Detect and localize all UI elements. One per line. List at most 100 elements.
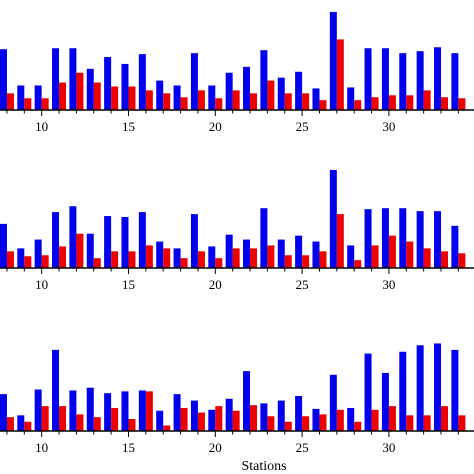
bar-p2-s1-14 (104, 216, 112, 268)
bar-p1-s1-10 (34, 85, 42, 110)
bar-p1-s2-11 (59, 82, 67, 110)
bar-p3-s2-24 (284, 421, 292, 431)
bar-p2-s2-32 (423, 248, 431, 268)
bar-p1-s1-34 (451, 53, 459, 110)
bar-p2-s1-16 (138, 212, 146, 268)
bar-p3-s1-12 (69, 390, 77, 431)
bar-p2-s1-13 (86, 233, 94, 268)
bar-p3-s1-13 (86, 387, 94, 431)
bar-p1-s2-14 (111, 86, 119, 110)
bar-p1-s2-13 (93, 82, 101, 110)
bar-p1-s1-14 (104, 57, 112, 110)
bar-p1-s1-26 (312, 88, 320, 110)
bar-p3-s2-23 (267, 416, 275, 431)
bar-p3-s2-29 (371, 409, 379, 431)
bar-p1-s2-29 (371, 97, 379, 110)
bar-p1-s1-27 (329, 11, 337, 111)
bar-p2-s2-28 (354, 260, 362, 268)
chart-panels: 10 15 20 25 30 10 15 20 25 30 10 15 20 25 30 (0, 11, 474, 455)
bar-p1-s1-22 (243, 66, 251, 110)
bar-p1-s2-25 (302, 93, 310, 110)
bar-p3-s2-22 (250, 405, 258, 431)
bar-p3-s1-15 (121, 391, 129, 431)
bar-p1-s2-23 (267, 80, 275, 110)
bar-p3-s2-19 (197, 412, 205, 431)
bar-p3-s1-10 (34, 389, 42, 431)
x-tick-label-1-20: 20 (209, 119, 222, 134)
bar-p3-s2-21 (232, 410, 240, 431)
x-tick-label-2-30: 30 (382, 277, 395, 292)
bar-p2-s2-9 (24, 256, 32, 268)
x-tick-label-2-20: 20 (209, 277, 222, 292)
bar-p2-s1-12 (69, 206, 77, 268)
bar-p2-s1-8 (0, 223, 7, 268)
bar-p3-s1-26 (312, 408, 320, 431)
bar-p1-s2-19 (197, 90, 205, 110)
bar-p2-s2-25 (302, 255, 310, 268)
bar-p3-s2-18 (180, 407, 188, 431)
bar-p1-s1-20 (208, 85, 216, 110)
bar-p3-s1-27 (329, 374, 337, 431)
bar-p2-s2-17 (163, 248, 171, 268)
bar-p3-s2-17 (163, 425, 171, 431)
bar-p3-s2-9 (24, 421, 32, 431)
bar-p1-s2-12 (76, 72, 84, 110)
bar-p3-s1-25 (295, 395, 303, 431)
bar-p1-s1-33 (434, 47, 442, 110)
bar-p2-s2-26 (319, 251, 327, 268)
bar-p2-s2-19 (197, 251, 205, 268)
bar-p2-s1-33 (434, 211, 442, 268)
bar-p1-s2-8 (6, 93, 14, 110)
bar-p3-s2-33 (441, 406, 449, 431)
bar-p3-s1-23 (260, 403, 268, 431)
bar-p2-s2-21 (232, 248, 240, 268)
bar-p2-s1-10 (34, 239, 42, 268)
bar-p3-s2-11 (59, 406, 67, 431)
bar-p2-s2-18 (180, 258, 188, 268)
bar-p2-s2-30 (388, 235, 396, 268)
bar-p2-s1-11 (52, 212, 60, 268)
bar-p1-s1-12 (69, 48, 77, 110)
bar-p2-s2-29 (371, 245, 379, 268)
bar-p3-s1-17 (156, 410, 164, 431)
bar-p1-s2-34 (458, 98, 466, 110)
x-tick-label-1-15: 15 (122, 119, 135, 134)
bar-p2-s2-27 (336, 214, 344, 268)
bar-p1-s2-18 (180, 97, 188, 110)
x-tick-label-2-25: 25 (296, 277, 309, 292)
x-tick-label-1-30: 30 (382, 119, 395, 134)
bar-p1-s2-24 (284, 93, 292, 110)
bar-p2-s2-16 (145, 245, 153, 268)
panel-3: 10 15 20 25 30 (0, 343, 474, 455)
panel-2: 10 15 20 25 30 (0, 169, 474, 292)
bar-p3-s1-18 (173, 394, 181, 431)
bar-p3-s2-20 (215, 406, 223, 431)
bar-p3-s1-20 (208, 409, 216, 431)
bar-p2-s1-25 (295, 235, 303, 268)
bar-p2-s1-19 (190, 214, 198, 268)
bar-p1-s2-20 (215, 98, 223, 110)
bar-p2-s1-27 (329, 169, 337, 268)
bar-p2-s1-26 (312, 241, 320, 268)
bar-p1-s1-19 (190, 53, 198, 110)
bar-p3-s1-33 (434, 343, 442, 431)
bar-p3-s1-31 (399, 351, 407, 431)
bar-p3-s2-27 (336, 409, 344, 431)
bar-p1-s1-17 (156, 80, 164, 110)
bar-p2-s1-34 (451, 225, 459, 268)
bar-p1-s2-27 (336, 39, 344, 110)
bar-p2-s1-28 (347, 245, 355, 268)
bar-p1-s1-23 (260, 50, 268, 110)
bar-p1-s2-10 (41, 98, 49, 110)
bar-p1-s2-22 (250, 93, 258, 110)
bar-p3-s1-34 (451, 349, 459, 431)
bar-p2-s2-20 (215, 258, 223, 268)
bar-p3-s2-34 (458, 415, 466, 431)
x-tick-label-3-20: 20 (209, 440, 222, 455)
x-tick-label-1-25: 25 (296, 119, 309, 134)
x-tick-label-3-25: 25 (296, 440, 309, 455)
bar-p2-s1-15 (121, 217, 129, 268)
bar-p3-s2-8 (6, 417, 14, 431)
bar-p2-s1-30 (381, 208, 389, 268)
